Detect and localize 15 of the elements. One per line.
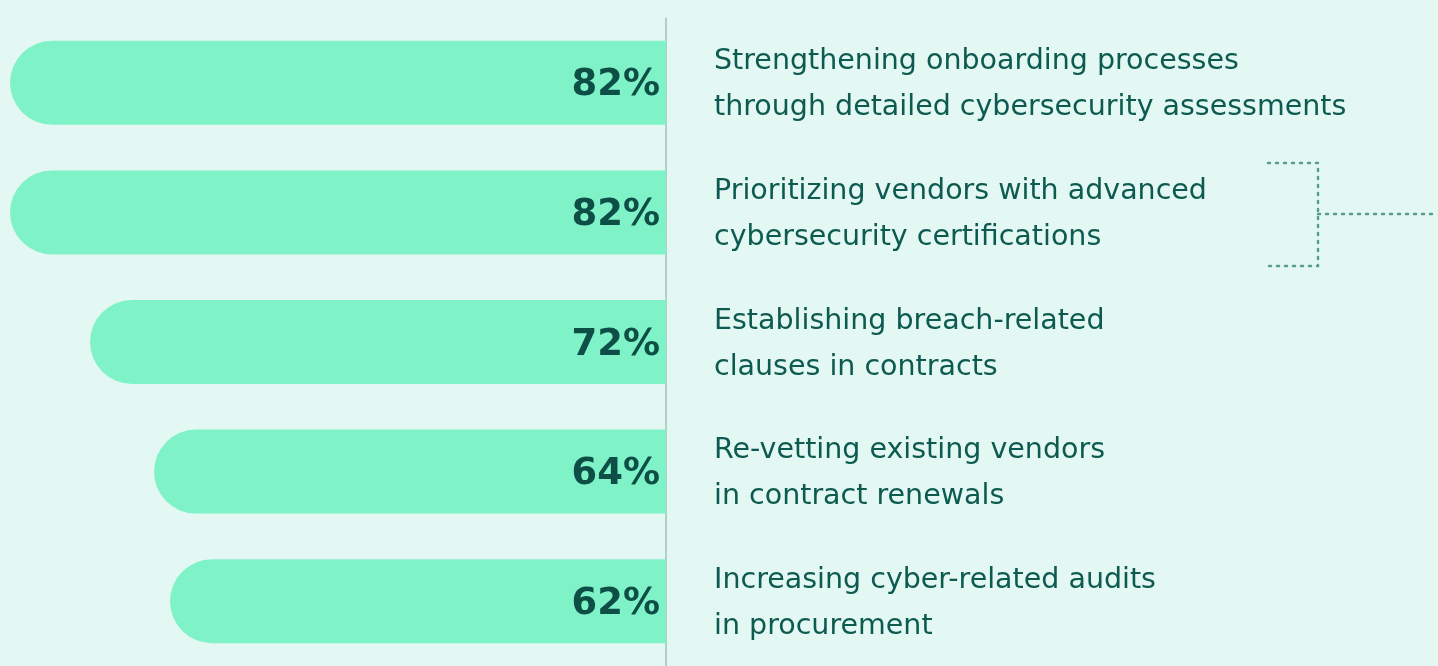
y-tick-label: Strengthening onboarding processes through detailed cybersecurity assessments [714,43,1347,123]
data-label: 72% [571,320,660,364]
y-tick-label: Prioritizing vendors with advanced cybersecurity certifications [714,172,1207,252]
y-tick-label: Establishing breach-related clauses in contracts [714,302,1105,382]
data-label: 62% [571,579,660,623]
bar [10,170,666,255]
data-label: 82% [571,61,660,105]
bar [10,40,666,125]
bar [170,559,666,644]
y-tick-label: Re-vetting existing vendors in contract renewals [714,432,1105,512]
bar [90,300,666,384]
y-tick-label: Increasing cyber-related audits in procurement [714,561,1156,641]
data-label: 64% [571,450,660,494]
bar [154,429,666,514]
data-label: 82% [571,190,660,234]
